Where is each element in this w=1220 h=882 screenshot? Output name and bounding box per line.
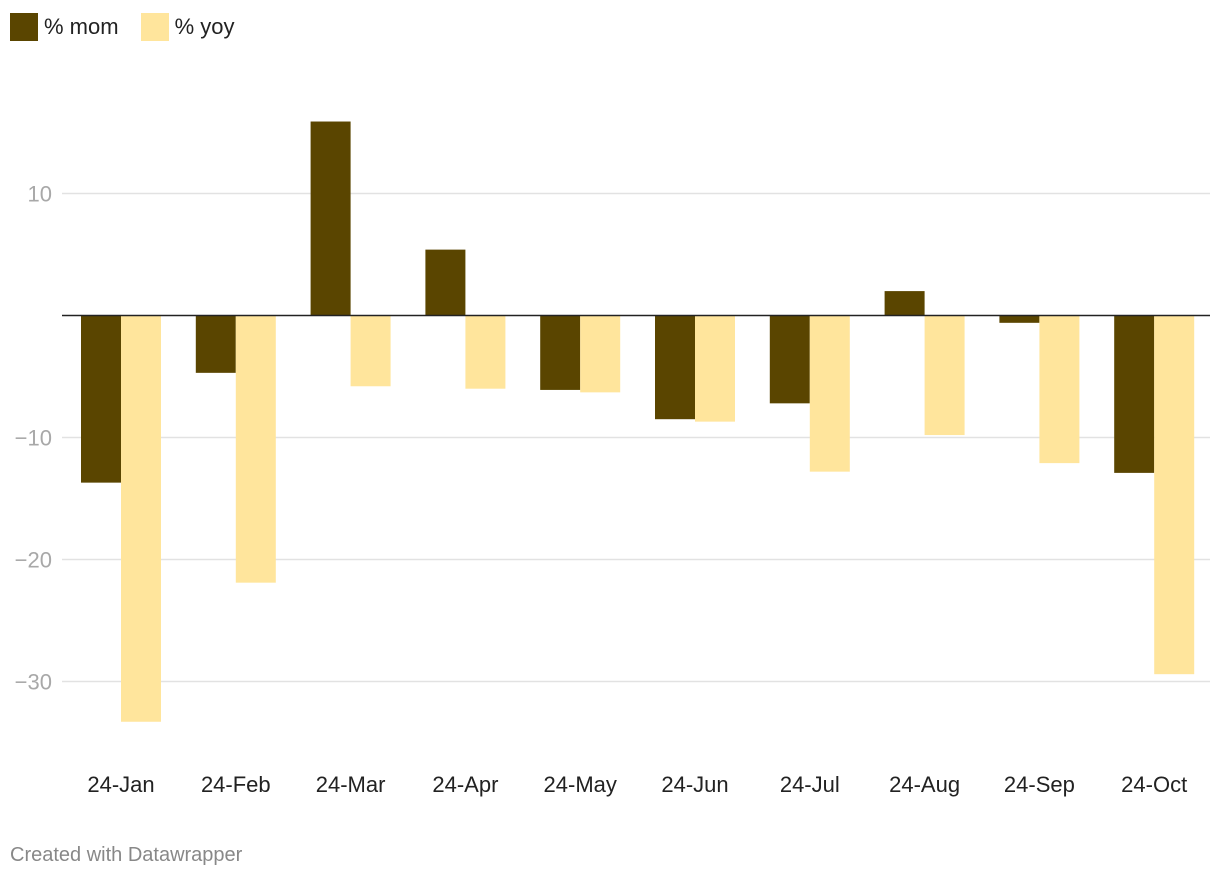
bar-yoy [1039, 315, 1080, 464]
y-tick-label: 10 [28, 182, 52, 207]
legend-item-mom: % mom [10, 13, 119, 41]
bar-mom [195, 315, 236, 373]
x-tick-label: 24-Oct [1121, 772, 1187, 797]
legend-label-yoy: % yoy [174, 14, 235, 39]
bar-yoy [695, 315, 735, 422]
bar-yoy [465, 315, 506, 389]
bar-yoy [235, 315, 276, 583]
x-tick-label: 24-Feb [201, 772, 271, 797]
x-tick-label: 24-Aug [889, 772, 960, 797]
bar-mom [540, 315, 581, 390]
y-tick-label: −20 [15, 548, 52, 573]
legend-label-mom: % mom [44, 14, 119, 39]
bar-mom [655, 315, 695, 420]
y-tick-label: −10 [15, 426, 52, 451]
bar-mom [999, 315, 1040, 323]
x-tick-label: 24-Jun [661, 772, 728, 797]
bar-mom [81, 315, 121, 483]
legend-swatch-yoy [140, 13, 169, 41]
bar-mom [884, 291, 925, 316]
bar-mom [425, 249, 466, 316]
bar-yoy [1154, 315, 1195, 675]
legend-swatch-mom [10, 13, 38, 41]
bar-mom [310, 121, 351, 316]
chart-legend: % mom % yoy [10, 12, 256, 42]
bar-yoy [924, 315, 965, 436]
x-tick-label: 24-Apr [432, 772, 498, 797]
x-tick-label: 24-Sep [1004, 772, 1075, 797]
legend-item-yoy: % yoy [140, 13, 235, 41]
y-tick-label: −30 [15, 670, 52, 695]
x-tick-label: 24-May [544, 772, 617, 797]
bar-yoy [121, 315, 161, 722]
x-tick-label: 24-Jul [780, 772, 840, 797]
bar-yoy [809, 315, 850, 472]
footer-credit: Created with Datawrapper [10, 844, 243, 866]
bar-yoy [350, 315, 391, 387]
x-tick-label: 24-Jan [87, 772, 154, 797]
x-tick-label: 24-Mar [316, 772, 386, 797]
bar-yoy [580, 315, 621, 393]
bar-mom [1114, 315, 1155, 473]
bar-mom [769, 315, 810, 404]
